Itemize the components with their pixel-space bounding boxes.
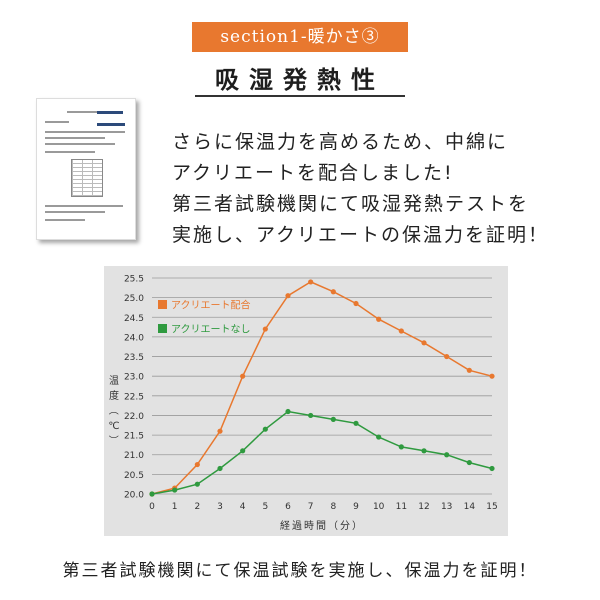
x-tick-label: 4 xyxy=(240,502,246,512)
x-tick-label: 11 xyxy=(396,502,407,512)
y-axis-label-char: 度 xyxy=(109,389,119,402)
data-point xyxy=(285,408,291,415)
y-tick-label: 20.5 xyxy=(124,471,144,481)
x-tick-label: 9 xyxy=(353,502,359,512)
y-tick-label: 22.5 xyxy=(124,392,144,402)
data-point xyxy=(398,444,404,450)
data-point xyxy=(421,448,427,454)
data-point xyxy=(194,461,200,468)
data-point xyxy=(240,448,246,454)
y-tick-label: 23.0 xyxy=(124,373,144,383)
data-point xyxy=(353,420,359,426)
y-axis-label-char: ℃ xyxy=(108,421,119,432)
y-tick-label: 24.0 xyxy=(124,333,144,343)
x-tick-label: 3 xyxy=(217,502,223,512)
legend-swatch xyxy=(158,324,167,333)
data-point xyxy=(466,367,472,373)
data-point xyxy=(489,465,495,472)
x-tick-label: 6 xyxy=(285,502,291,512)
series-line xyxy=(151,281,493,495)
data-point xyxy=(308,279,314,285)
data-point xyxy=(217,465,223,472)
x-tick-label: 12 xyxy=(418,502,429,512)
data-point xyxy=(149,491,155,497)
x-tick-label: 15 xyxy=(486,502,497,512)
section-badge: section1-暖かさ③ xyxy=(192,22,408,52)
data-point xyxy=(489,373,495,379)
legend-swatch xyxy=(158,300,167,309)
intro-line: さらに保温力を高めるため、中綿に xyxy=(172,131,509,153)
legend-label: アクリエート配合 xyxy=(171,299,251,312)
x-tick-label: 14 xyxy=(464,502,476,512)
page-title: 吸湿発熱性 xyxy=(215,66,385,94)
data-point xyxy=(421,340,427,346)
data-point xyxy=(240,373,246,379)
intro-line: アクリエートを配合しました! xyxy=(172,162,454,184)
data-point xyxy=(262,326,268,332)
x-tick-label: 1 xyxy=(172,502,178,512)
x-axis-label: 経過時間（分） xyxy=(280,519,364,532)
data-point xyxy=(398,328,404,334)
data-point xyxy=(353,300,359,307)
x-tick-label: 8 xyxy=(330,502,336,512)
y-tick-label: 21.0 xyxy=(124,451,144,461)
data-point xyxy=(262,426,268,432)
data-point xyxy=(330,289,336,295)
title-underline xyxy=(195,95,405,97)
data-point xyxy=(330,416,336,422)
y-tick-label: 21.5 xyxy=(124,432,144,442)
y-axis-label-char: ） xyxy=(107,435,119,445)
x-tick-label: 13 xyxy=(441,502,452,512)
legend-label: アクリエートなし xyxy=(171,324,251,336)
y-tick-label: 25.5 xyxy=(124,275,144,285)
y-axis-label-char: 温 xyxy=(109,375,119,387)
data-point xyxy=(466,459,472,466)
caption: 第三者試験機関にて保温試験を実施し、保温力を証明！ xyxy=(62,561,538,581)
x-tick-label: 10 xyxy=(373,502,385,512)
x-tick-label: 0 xyxy=(149,502,155,512)
data-point xyxy=(308,412,314,419)
data-point xyxy=(444,353,450,360)
series-line xyxy=(151,410,493,495)
data-point xyxy=(172,487,178,493)
y-tick-label: 23.5 xyxy=(124,353,144,363)
intro-line: 第三者試験機関にて吸湿発熱テストを xyxy=(172,193,530,215)
data-point xyxy=(376,316,382,322)
data-point xyxy=(194,481,200,487)
intro-line: 実施し、アクリエートの保温力を証明！ xyxy=(172,224,550,246)
temperature-chart: 20.0 20.5 21.0 21.5 22.0 22.5 23.0 23.5 24.0 24.5… xyxy=(107,275,498,533)
y-tick-label: 25.0 xyxy=(124,294,144,304)
test-report-document-image xyxy=(36,98,136,240)
data-point xyxy=(376,434,382,440)
y-tick-label: 24.5 xyxy=(124,314,144,324)
data-point xyxy=(444,452,450,458)
y-tick-label: 20.0 xyxy=(124,491,144,501)
data-point xyxy=(285,293,291,299)
y-tick-label: 22.0 xyxy=(124,412,144,422)
x-tick-label: 2 xyxy=(194,502,200,512)
intro-text: さらに保温力を高めるため、中綿に アクリエートを配合しました! 第三者試験機関に… xyxy=(172,127,549,251)
data-point xyxy=(217,428,223,434)
x-tick-label: 7 xyxy=(308,502,314,512)
x-tick-label: 5 xyxy=(262,502,268,512)
y-axis-label-char: （ xyxy=(107,405,119,415)
